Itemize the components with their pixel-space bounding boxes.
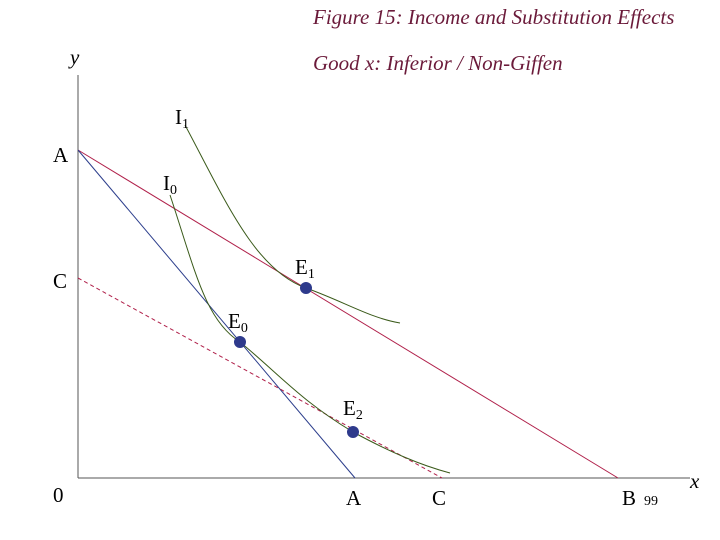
indifference-curve-i0 (169, 194, 451, 474)
point-label-sub: 1 (308, 267, 315, 282)
point-label-sub: 0 (241, 321, 248, 336)
point-e2 (347, 426, 359, 438)
x-point-label: C (432, 486, 446, 510)
y-point-label: A (53, 143, 69, 167)
point-e0 (234, 336, 246, 348)
x-point-label: B (622, 486, 636, 510)
x-point-label: A (346, 486, 362, 510)
page-number: 99 (644, 494, 658, 509)
curve-label: I1 (175, 105, 189, 132)
point-label-main: E (343, 396, 356, 420)
indifference-curve-i1 (184, 124, 401, 324)
point-label-sub: 2 (356, 408, 363, 423)
origin-label: 0 (53, 483, 64, 507)
point-label-main: E (228, 309, 241, 333)
curve-label-sub: 1 (182, 117, 189, 132)
curve-label: I0 (163, 171, 177, 198)
point-e1 (300, 282, 312, 294)
compensated-budget-line (77, 277, 443, 479)
budget-line-ab (77, 149, 619, 479)
y-axis-label: y (68, 45, 80, 69)
point-label-main: E (295, 255, 308, 279)
budget-line-aa (77, 149, 356, 479)
curve-label-main: I (163, 171, 170, 195)
x-axis-label: x (689, 469, 700, 493)
point-label: E0 (228, 309, 248, 336)
title: Figure 15: Income and Substitution Effec… (312, 5, 674, 29)
point-label: E1 (295, 255, 315, 282)
y-point-label: C (53, 269, 67, 293)
point-label: E2 (343, 396, 363, 423)
curve-label-sub: 0 (170, 183, 177, 198)
curve-label-main: I (175, 105, 182, 129)
subtitle: Good x: Inferior / Non-Giffen (313, 51, 563, 75)
